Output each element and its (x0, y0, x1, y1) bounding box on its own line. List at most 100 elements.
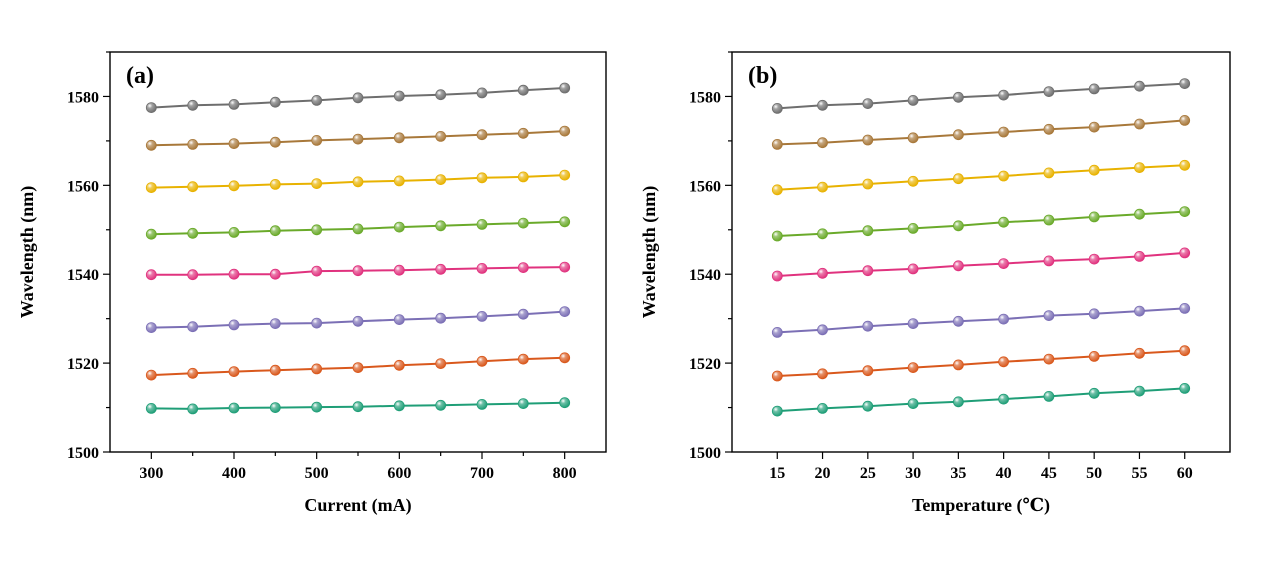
data-point (476, 129, 488, 141)
data-point (862, 400, 874, 412)
data-point (1179, 206, 1191, 218)
data-point (311, 363, 323, 375)
data-point (771, 370, 783, 382)
data-point (145, 369, 157, 381)
x-tick-label: 25 (860, 465, 876, 482)
data-point (435, 130, 447, 142)
data-point (352, 362, 364, 374)
data-point (559, 216, 571, 228)
series-3 (771, 159, 1191, 196)
data-point (269, 364, 281, 376)
data-point (269, 96, 281, 108)
data-point (352, 133, 364, 145)
data-point (269, 268, 281, 280)
data-point (953, 173, 964, 185)
data-point (953, 315, 964, 327)
data-point (1043, 390, 1055, 402)
data-point (998, 126, 1009, 138)
data-point (771, 326, 783, 338)
data-point (435, 174, 447, 186)
x-tick-label: 20 (815, 465, 831, 482)
data-point (269, 178, 281, 190)
data-point (862, 178, 874, 190)
data-point (1134, 162, 1145, 174)
data-point (269, 318, 281, 330)
data-point (352, 223, 364, 235)
data-point (1179, 302, 1191, 314)
data-point (228, 268, 240, 280)
y-tick-label: 1540 (689, 267, 721, 284)
series-line (777, 210, 1185, 237)
data-point (476, 355, 488, 367)
x-tick-label: 55 (1131, 465, 1147, 482)
data-point (998, 216, 1009, 228)
series-4 (771, 206, 1191, 242)
data-point (559, 125, 571, 137)
data-point (998, 258, 1009, 270)
data-point (907, 398, 919, 410)
data-point (228, 99, 240, 110)
data-point (1088, 253, 1100, 265)
data-point (817, 368, 828, 380)
x-tick-label: 700 (470, 465, 494, 482)
data-point (435, 399, 447, 411)
series-5 (145, 261, 571, 281)
data-point (862, 320, 874, 332)
data-point (1134, 118, 1145, 130)
data-point (1134, 305, 1145, 317)
x-tick-label: 30 (905, 465, 921, 482)
data-point (1134, 250, 1145, 262)
data-point (771, 103, 783, 114)
data-point (559, 352, 571, 364)
series-2 (145, 125, 571, 151)
data-point (907, 175, 919, 187)
chart-panel-1: 1500 1520 1540 1560 1580 300 400 500 600 700 800 Cu… (17, 51, 607, 516)
data-point (517, 353, 529, 365)
data-point (352, 401, 364, 413)
data-point (1088, 83, 1100, 95)
data-point (187, 367, 199, 379)
data-point (953, 260, 964, 272)
data-point (1043, 255, 1055, 267)
series-line (777, 251, 1185, 277)
series-8 (145, 397, 571, 415)
series-line (777, 119, 1185, 146)
data-point (771, 138, 783, 150)
data-point (187, 138, 199, 150)
data-point (771, 230, 783, 242)
data-point (187, 227, 199, 239)
data-point (559, 306, 571, 318)
data-point (862, 225, 874, 237)
data-point (311, 317, 323, 329)
x-tick-label: 50 (1086, 465, 1102, 482)
series-line (777, 349, 1185, 377)
data-point (476, 218, 488, 230)
data-point (228, 180, 240, 192)
series-3 (145, 169, 571, 194)
data-point (1134, 80, 1145, 92)
data-point (1043, 167, 1055, 179)
data-point (187, 403, 199, 415)
data-point (145, 402, 157, 414)
data-point (228, 319, 240, 331)
panel-label: (b) (748, 63, 777, 89)
data-point (559, 82, 571, 94)
data-point (352, 265, 364, 277)
data-point (145, 269, 157, 281)
data-point (771, 405, 783, 417)
data-point (907, 222, 919, 234)
data-point (145, 139, 157, 151)
data-point (517, 217, 529, 229)
series-8 (771, 382, 1191, 417)
data-point (311, 134, 323, 146)
data-point (393, 132, 405, 144)
data-point (1043, 86, 1055, 97)
data-point (187, 99, 199, 111)
data-point (393, 221, 405, 233)
data-point (771, 184, 783, 196)
data-point (1043, 123, 1055, 135)
data-point (953, 396, 964, 408)
data-point (998, 313, 1009, 325)
data-point (476, 262, 488, 274)
